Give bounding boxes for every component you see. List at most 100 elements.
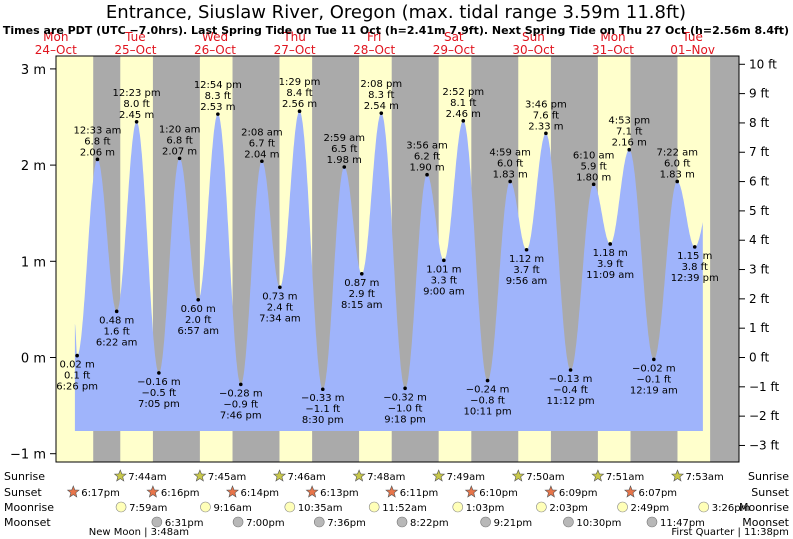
sunset-time: 6:10pm	[479, 488, 518, 499]
moon-phase-label: New Moon | 3:48am	[89, 527, 189, 538]
tick-label-m: −1 m	[10, 448, 46, 463]
tide-label: −0.32 m	[383, 392, 427, 403]
tide-label: 12:39 pm	[671, 273, 719, 284]
moonrise-icon	[115, 501, 127, 513]
tide-point	[675, 179, 680, 184]
tide-point	[692, 245, 697, 249]
tide-label: −0.13 m	[549, 374, 593, 385]
moonrise-icon	[284, 501, 296, 513]
tick-label-m: 0 m	[21, 352, 46, 367]
day-date: 31–Oct	[592, 43, 634, 57]
sunrise-time: 7:49am	[447, 472, 485, 483]
tide-label: 2.0 ft	[185, 315, 211, 326]
tide-label: 3.8 ft	[682, 262, 708, 273]
tide-label: 10:11 pm	[464, 407, 512, 418]
day-name: Wed	[202, 30, 228, 44]
tide-label: 3.3 ft	[431, 275, 457, 286]
moonset-icon	[151, 516, 163, 528]
sunset-icon	[305, 485, 319, 498]
tick-label-ft: −3 ft	[749, 438, 780, 452]
moonrise-icon	[617, 501, 628, 513]
plot-frame	[55, 55, 740, 463]
row-label-left: Sunset	[4, 486, 42, 499]
tide-label: 6.2 ft	[414, 152, 440, 163]
tide-label: 7.6 ft	[533, 110, 559, 121]
tide-label: 2.53 m	[200, 102, 235, 113]
moonrise-time: 1:03pm	[466, 503, 505, 514]
tide-label: 7:22 am	[656, 147, 698, 158]
chart-title: Entrance, Siuslaw River, Oregon (max. ti…	[106, 2, 686, 23]
tide-label: −0.4 ft	[553, 385, 588, 396]
sunset-time: 6:14pm	[241, 488, 280, 499]
moonset-time: 11:47pm	[660, 518, 705, 529]
tide-label: 2.04 m	[244, 149, 279, 160]
tide-point	[359, 272, 364, 276]
sunrise-time: 7:45am	[208, 472, 246, 483]
tide-label: 6:57 am	[177, 326, 219, 337]
tide-label: −1.1 ft	[305, 404, 340, 415]
sunrise-icon	[193, 469, 207, 482]
tide-label: 8.3 ft	[205, 91, 231, 102]
sunset-icon	[624, 485, 637, 498]
tide-label: 8.4 ft	[286, 88, 312, 99]
tide-label: −0.5 ft	[142, 388, 177, 399]
tide-label: 5.9 ft	[580, 161, 606, 172]
tide-label: 1.6 ft	[104, 326, 130, 337]
tide-label: −0.02 m	[632, 363, 676, 374]
tide-label: 12:54 pm	[194, 80, 242, 91]
tide-label: 3.7 ft	[513, 265, 539, 276]
day-date: 30–Oct	[512, 43, 554, 57]
sun-moon-events: 7:44am 7:45am 7:46am 7:48am 7:49am 7:50am 7:51…	[66, 469, 789, 538]
tide-label: 2.33 m	[528, 121, 563, 132]
moonset-time: 7:00pm	[246, 518, 285, 529]
tide-label: 0.60 m	[181, 304, 216, 315]
tide-label: 1.12 m	[509, 254, 544, 265]
moonrise-time: 2:49pm	[631, 503, 670, 514]
tide-label: 2.45 m	[119, 110, 154, 121]
row-label-left: Sunrise	[4, 470, 45, 483]
sunset-time: 6:13pm	[320, 488, 359, 499]
day-name: Thu	[282, 30, 306, 44]
moonrise-time: 3:26pm	[712, 503, 751, 514]
tide-label: 4:53 pm	[608, 116, 650, 127]
tide-point	[177, 156, 182, 161]
sunrise-time: 7:53am	[685, 472, 723, 483]
tide-point	[425, 172, 429, 177]
moonrise-icon	[452, 501, 464, 513]
tide-label: 12:23 pm	[113, 88, 161, 99]
row-labels: Sunrise Sunrise Sunset Sunset Moonrise Moonri…	[4, 470, 790, 529]
tide-label: 9:00 am	[423, 286, 465, 297]
tide-point	[157, 371, 161, 375]
tide-label: −0.16 m	[137, 377, 181, 388]
row-label-right: Moonrise	[739, 501, 789, 514]
tide-label: 7:05 pm	[138, 399, 180, 410]
tide-label: 7.1 ft	[616, 127, 642, 138]
sunrise-time: 7:51am	[606, 472, 644, 483]
moonset-time: 9:21pm	[494, 518, 533, 529]
tide-point	[627, 147, 632, 152]
sunrise-icon	[671, 469, 684, 482]
tide-label: 2.4 ft	[267, 302, 293, 313]
tide-label: 0.48 m	[99, 315, 134, 326]
moonrise-icon	[536, 501, 547, 513]
tick-label-ft: 0 ft	[749, 351, 769, 365]
tide-point	[524, 247, 529, 252]
sunset-time: 6:11pm	[400, 488, 439, 499]
sunrise-time: 7:50am	[526, 472, 564, 483]
tide-label: 9:56 am	[506, 276, 548, 287]
sunset-time: 6:17pm	[81, 488, 120, 499]
tide-label: 1.15 m	[677, 251, 712, 262]
tide-label: 7:34 am	[259, 313, 301, 324]
day-name: Tue	[124, 30, 146, 44]
tide-label: 1.80 m	[576, 172, 611, 183]
tide-label: 0.02 m	[60, 360, 95, 371]
tide-point	[134, 120, 139, 124]
tide-point	[544, 131, 548, 136]
moonset-time: 7:36pm	[327, 518, 366, 529]
tick-label-ft: 6 ft	[749, 175, 769, 189]
moonrise-time: 2:03pm	[549, 503, 588, 514]
day-date: 27–Oct	[274, 43, 316, 57]
tide-label: 11:12 pm	[547, 396, 595, 407]
tide-point	[403, 386, 407, 391]
